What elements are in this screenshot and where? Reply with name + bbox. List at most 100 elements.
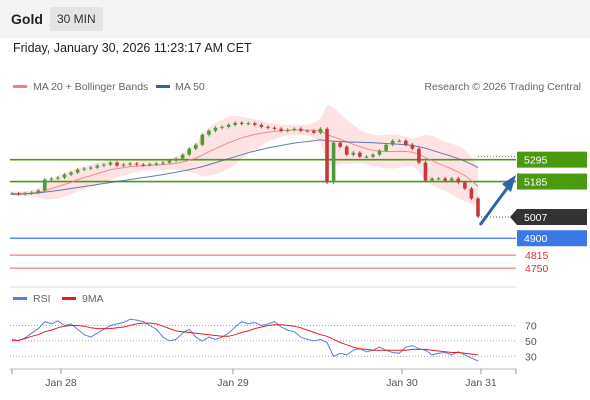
- candle-body: [174, 158, 178, 161]
- candle-body: [29, 192, 34, 194]
- level-box-5185: [517, 173, 587, 190]
- candle-body: [193, 144, 198, 149]
- moving-averages: [11, 129, 479, 195]
- candle-body: [285, 129, 290, 131]
- candle-body: [233, 122, 237, 125]
- candle-body: [325, 128, 329, 183]
- candle-body: [23, 193, 27, 195]
- candle-body: [62, 174, 67, 178]
- candle-body: [358, 152, 362, 157]
- candle-body: [102, 164, 106, 166]
- timeframe-button[interactable]: 30 MIN: [50, 7, 103, 31]
- legend-bollinger-swatch: [13, 85, 27, 88]
- forecast-arrow: [478, 175, 516, 226]
- candle-body: [266, 126, 270, 128]
- candle-body: [200, 134, 205, 145]
- candle-body: [384, 144, 388, 151]
- candle-body: [436, 178, 441, 180]
- candle-body: [16, 193, 21, 195]
- legend-ma50-swatch: [156, 85, 170, 88]
- time-axis: Jan 28 Jan 29 Jan 30 Jan 31: [11, 369, 517, 389]
- chart-header: Gold 30 MIN: [0, 0, 590, 38]
- forecast-arrow-head: [502, 175, 516, 192]
- candle-body: [95, 165, 100, 168]
- level-label-4750: 4750: [525, 263, 549, 275]
- candle-body: [128, 163, 132, 165]
- candle-body: [390, 140, 395, 145]
- legend-ma50-label: MA 50: [175, 81, 205, 93]
- candle-body: [43, 179, 47, 191]
- time-tick-label: Jan 29: [217, 377, 249, 389]
- candle-body: [298, 128, 303, 131]
- candle-body: [167, 160, 172, 163]
- time-tick-label: Jan 31: [465, 377, 497, 389]
- ma50-line: [11, 139, 479, 195]
- candle-body: [344, 146, 349, 155]
- candle-body: [56, 177, 60, 179]
- candle-body: [305, 130, 310, 132]
- instrument-title: Gold: [11, 11, 43, 27]
- candle-body: [259, 124, 264, 127]
- candle-body: [161, 162, 165, 164]
- candle-body: [351, 152, 356, 155]
- candle-body: [49, 178, 54, 180]
- candle-body: [463, 182, 467, 189]
- candle-body: [253, 123, 257, 125]
- candle-body: [187, 148, 192, 155]
- legend-rsi-swatch: [13, 297, 27, 300]
- candle-body: [180, 154, 185, 159]
- rsi-line: [11, 318, 479, 362]
- candle-body: [213, 127, 218, 131]
- candle-body: [246, 123, 251, 125]
- level-label-5295: 5295: [524, 155, 548, 167]
- candle-body: [82, 168, 86, 170]
- candle-body: [141, 164, 146, 166]
- candle-body: [121, 164, 126, 166]
- legend-9ma-swatch: [62, 297, 76, 300]
- rsi-ma-line: [11, 322, 479, 356]
- candle-body: [397, 140, 402, 142]
- candle-body: [115, 162, 119, 166]
- candle-body: [377, 150, 382, 155]
- candle-body: [220, 126, 224, 128]
- candle-body: [417, 148, 421, 163]
- time-tick-label: Jan 28: [45, 377, 77, 389]
- bollinger-band-area: [12, 104, 478, 207]
- candle-body: [75, 169, 80, 173]
- level-box-5295: [517, 151, 587, 168]
- candle-body: [371, 154, 375, 157]
- candle-body: [148, 164, 152, 166]
- candle-body: [36, 190, 41, 193]
- rsi-tick-label: 70: [525, 320, 537, 332]
- rsi-tick-label: 30: [525, 351, 537, 363]
- candle-body: [318, 128, 323, 133]
- candlesticks: [10, 121, 480, 218]
- bollinger-bands: [12, 104, 478, 207]
- candle-body: [331, 142, 336, 183]
- candle-body: [449, 178, 454, 181]
- level-box-4900: [517, 230, 587, 247]
- current-price-label: 5007: [524, 212, 548, 224]
- candle-body: [88, 167, 93, 169]
- chart-datetime: Friday, January 30, 2026 11:23:17 AM CET: [13, 41, 252, 55]
- candle-body: [430, 178, 434, 181]
- candle-body: [443, 178, 447, 181]
- candle-body: [456, 178, 461, 183]
- legend-rsi-label: RSI: [33, 293, 51, 305]
- candle-body: [272, 127, 277, 129]
- candle-body: [10, 193, 14, 195]
- candle-body: [154, 163, 159, 165]
- level-label-4815: 4815: [525, 250, 549, 262]
- candle-body: [108, 162, 113, 165]
- legend-bollinger-label: MA 20 + Bollinger Bands: [33, 81, 148, 93]
- candle-body: [476, 198, 480, 217]
- ma20-line: [12, 129, 479, 194]
- candle-body: [292, 128, 297, 130]
- forecast-arrow-shaft: [478, 186, 510, 226]
- candle-body: [469, 188, 474, 199]
- candle-body: [207, 130, 211, 135]
- candle-body: [364, 156, 369, 158]
- candle-body: [279, 128, 283, 131]
